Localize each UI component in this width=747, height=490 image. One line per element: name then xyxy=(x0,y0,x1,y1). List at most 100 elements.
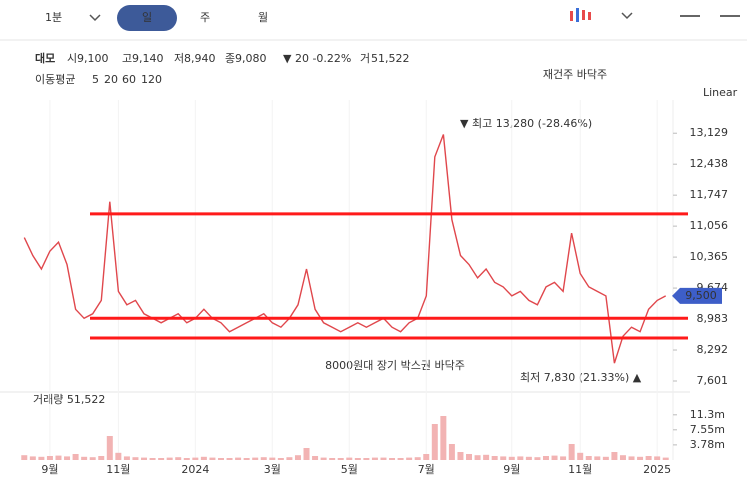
volume-bar xyxy=(106,436,113,460)
volume-bar xyxy=(457,452,464,460)
field-value: 9,080 xyxy=(235,52,267,65)
volume-bar xyxy=(141,457,148,460)
volume-bar xyxy=(500,456,507,460)
volume-bar xyxy=(491,456,498,460)
volume-bar xyxy=(252,457,259,460)
volume-bar xyxy=(303,448,310,460)
volume-bar xyxy=(406,457,413,460)
volume-bar xyxy=(29,456,36,460)
field-label: 종 xyxy=(225,52,235,65)
change: ▼ 20 -0.22% xyxy=(283,52,351,65)
x-tick-label: 9월 xyxy=(41,463,58,476)
volume-bar xyxy=(192,457,199,460)
volume-bar xyxy=(466,454,473,460)
volume-bar xyxy=(414,457,421,460)
interval-select[interactable]: 1분 xyxy=(45,11,62,24)
candle-icon[interactable] xyxy=(570,8,591,22)
volume-bar xyxy=(260,457,267,460)
x-tick-label: 11월 xyxy=(106,463,130,476)
volume-bar xyxy=(269,457,276,460)
field-value: 51,522 xyxy=(371,52,410,65)
volume-bar xyxy=(166,457,173,460)
x-tick-label: 2025 xyxy=(643,463,671,476)
stock-name: 대모 xyxy=(35,51,55,65)
volume-bar xyxy=(89,457,96,460)
volume-bar xyxy=(81,456,88,460)
x-tick-label: 7월 xyxy=(418,463,435,476)
annotation: 8000원대 장기 박스권 바닥주 xyxy=(325,359,465,372)
y-tick-label: 11,056 xyxy=(690,219,729,232)
volume-bar xyxy=(602,456,609,460)
high-label: ▼ 최고 13,280 (-28.46%) xyxy=(460,117,592,130)
tab[interactable]: 일 xyxy=(142,10,152,24)
volume-bar xyxy=(448,444,455,460)
volume-bar xyxy=(431,424,438,460)
low-label: 최저 7,830 (21.33%) ▲ xyxy=(520,371,642,384)
y-tick-label: 8,292 xyxy=(697,343,729,356)
ma-legend: 20 xyxy=(104,73,118,86)
x-tick-label: 11월 xyxy=(568,463,592,476)
volume-bar xyxy=(175,457,182,460)
volume-bar xyxy=(115,452,122,460)
volume-bar xyxy=(560,456,567,460)
volume-bar xyxy=(64,456,71,460)
chevron[interactable] xyxy=(621,12,633,20)
price-line xyxy=(23,134,667,364)
volume-bar xyxy=(645,456,652,460)
volume-bar xyxy=(354,458,361,460)
volume-bar xyxy=(38,456,45,460)
y-tick-label: 11,747 xyxy=(690,188,729,201)
volume-bar xyxy=(483,454,490,460)
volume-bar xyxy=(628,456,635,460)
tab[interactable]: 주 xyxy=(200,11,210,24)
x-tick-label: 2024 xyxy=(181,463,209,476)
volume-bar xyxy=(209,457,216,460)
volume-bar xyxy=(654,456,661,460)
volume-bar xyxy=(517,456,524,460)
chart-title: 재건주 바닥주 xyxy=(543,68,607,81)
scale-mode[interactable]: Linear xyxy=(703,86,738,99)
volume-bar xyxy=(363,458,370,460)
volume-bar xyxy=(132,457,139,460)
chevron[interactable] xyxy=(89,14,101,22)
volume-bar xyxy=(551,455,558,460)
volume-bar xyxy=(440,416,447,460)
y-tick-label: 12,438 xyxy=(690,157,729,170)
volume-bar xyxy=(337,458,344,460)
volume-bar xyxy=(277,458,284,460)
volume-bar xyxy=(55,455,62,460)
y-tick-label: 10,365 xyxy=(690,250,729,263)
volume-bar xyxy=(346,457,353,460)
volume-bar xyxy=(585,456,592,460)
y-tick-label: 3.78m xyxy=(690,438,725,451)
volume-bar xyxy=(243,458,250,460)
volume-bar xyxy=(286,457,293,460)
price-badge-label: 9,500 xyxy=(685,289,717,302)
y-tick-label: 7.55m xyxy=(690,423,725,436)
field-label: 거 xyxy=(360,52,370,65)
y-tick-label: 8,983 xyxy=(697,312,729,325)
x-tick-label: 9월 xyxy=(503,463,520,476)
volume-bar xyxy=(611,452,618,460)
volume-bar xyxy=(320,457,327,460)
volume-bar xyxy=(508,456,515,460)
tab-selected[interactable] xyxy=(117,5,177,31)
volume-bar xyxy=(123,456,130,460)
volume-bar xyxy=(294,455,301,460)
y-tick-label: 11.3m xyxy=(690,408,725,421)
volume-bar xyxy=(397,458,404,460)
tab[interactable]: 월 xyxy=(258,11,268,24)
volume-bar xyxy=(312,456,319,460)
volume-bar xyxy=(371,457,378,460)
volume-bar xyxy=(542,456,549,460)
volume-bar xyxy=(637,456,644,460)
volume-bar xyxy=(46,456,53,460)
ma-legend: 120 xyxy=(141,73,162,86)
field-value: 9,140 xyxy=(132,52,164,65)
volume-bar xyxy=(235,457,242,460)
volume-bar xyxy=(577,452,584,460)
volume-bar xyxy=(217,458,224,460)
volume-bar xyxy=(662,457,669,460)
